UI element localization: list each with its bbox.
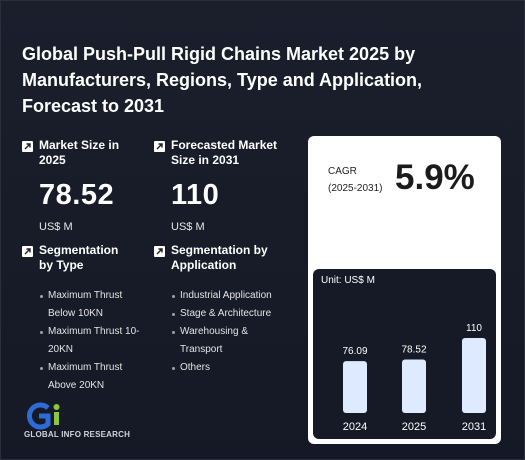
bar-chart: Unit: US$ M 76.09 2024 78.52 2025 110 2031	[313, 269, 496, 439]
list-item: Stage & Architecture	[172, 305, 292, 323]
forecast-label: Forecasted Market Size in 2031	[171, 138, 278, 167]
chart-value-label: 76.09	[342, 346, 367, 357]
chart-value-label: 78.52	[401, 344, 426, 355]
list-item: Industrial Application	[172, 287, 292, 305]
forecast-value: 110	[171, 179, 220, 211]
cagr-card: CAGR (2025-2031) 5.9% Unit: US$ M 76.09 2…	[308, 136, 501, 444]
market-size-unit: US$ M	[39, 221, 73, 233]
forecast-unit: US$ M	[171, 221, 205, 233]
chart-value-label: 110	[466, 323, 482, 334]
chart-bar-2024	[343, 361, 367, 413]
list-item: Warehousing & Transport	[172, 323, 265, 359]
logo-text: GLOBAL INFO RESEARCH	[24, 430, 131, 439]
cagr-value: 5.9%	[395, 158, 475, 197]
market-size-block: Market Size in 2025 78.52 US$ M	[22, 138, 142, 233]
segmentation-application-block: Segmentation by Application Industrial A…	[154, 243, 294, 377]
list-item: Maximum Thrust Below 10KN	[40, 287, 143, 323]
chart-tick-label: 2024	[343, 421, 367, 433]
segmentation-type-block: Segmentation by Type Maximum Thrust Belo…	[22, 243, 147, 395]
list-item: Maximum Thrust 10-20KN	[40, 323, 143, 359]
trend-arrow-icon	[154, 246, 165, 257]
market-size-value: 78.52	[39, 179, 115, 211]
trend-arrow-icon	[22, 246, 33, 257]
type-list: Maximum Thrust Below 10KN Maximum Thrust…	[40, 287, 143, 395]
forecast-block: Forecasted Market Size in 2031 110 US$ M	[154, 138, 294, 233]
segmentation-type-label: Segmentation by Type	[39, 243, 119, 272]
chart-tick-label: 2031	[462, 421, 486, 433]
chart-tick-label: 2025	[402, 421, 426, 433]
list-item: Maximum Thrust Above 20KN	[40, 359, 143, 395]
chart-bar-2031	[462, 338, 486, 413]
chart-canvas: 76.09 2024 78.52 2025 110 2031	[342, 323, 486, 433]
chart-bar-2025	[402, 359, 426, 413]
trend-arrow-icon	[22, 141, 33, 152]
trend-arrow-icon	[154, 141, 165, 152]
cagr-label: CAGR (2025-2031)	[328, 166, 383, 194]
page-title: Global Push-Pull Rigid Chains Market 202…	[22, 44, 423, 116]
list-item: Others	[172, 359, 292, 377]
chart-unit-label: Unit: US$ M	[321, 275, 375, 286]
application-list: Industrial Application Stage & Architect…	[172, 287, 292, 377]
company-logo-icon	[27, 402, 60, 430]
market-size-label: Market Size in 2025	[39, 138, 120, 167]
segmentation-application-label: Segmentation by Application	[171, 243, 268, 272]
